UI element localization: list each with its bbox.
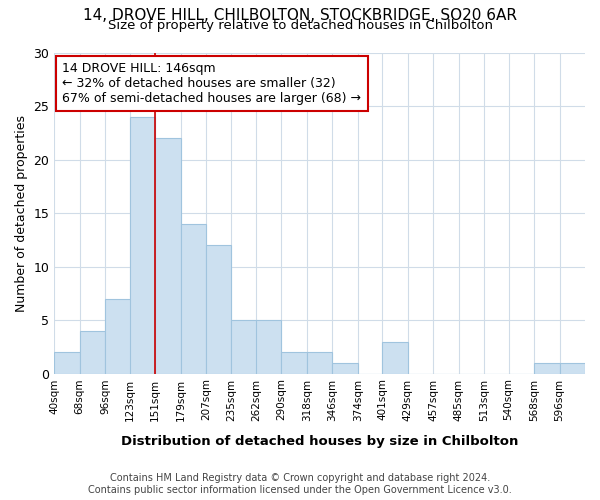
Text: 14, DROVE HILL, CHILBOLTON, STOCKBRIDGE, SO20 6AR: 14, DROVE HILL, CHILBOLTON, STOCKBRIDGE,… bbox=[83, 8, 517, 22]
Bar bbox=[332, 363, 358, 374]
Bar bbox=[256, 320, 281, 374]
Bar bbox=[130, 116, 155, 374]
Bar bbox=[105, 298, 131, 374]
Bar bbox=[281, 352, 307, 374]
Text: 14 DROVE HILL: 146sqm
← 32% of detached houses are smaller (32)
67% of semi-deta: 14 DROVE HILL: 146sqm ← 32% of detached … bbox=[62, 62, 361, 105]
Bar bbox=[181, 224, 206, 374]
Bar bbox=[80, 331, 105, 374]
Bar bbox=[54, 352, 80, 374]
Bar bbox=[560, 363, 585, 374]
X-axis label: Distribution of detached houses by size in Chilbolton: Distribution of detached houses by size … bbox=[121, 434, 518, 448]
Bar bbox=[206, 245, 232, 374]
Bar bbox=[307, 352, 332, 374]
Text: Size of property relative to detached houses in Chilbolton: Size of property relative to detached ho… bbox=[107, 18, 493, 32]
Y-axis label: Number of detached properties: Number of detached properties bbox=[15, 114, 28, 312]
Bar bbox=[155, 138, 181, 374]
Bar bbox=[382, 342, 408, 374]
Bar bbox=[232, 320, 257, 374]
Bar bbox=[534, 363, 560, 374]
Text: Contains HM Land Registry data © Crown copyright and database right 2024.
Contai: Contains HM Land Registry data © Crown c… bbox=[88, 474, 512, 495]
